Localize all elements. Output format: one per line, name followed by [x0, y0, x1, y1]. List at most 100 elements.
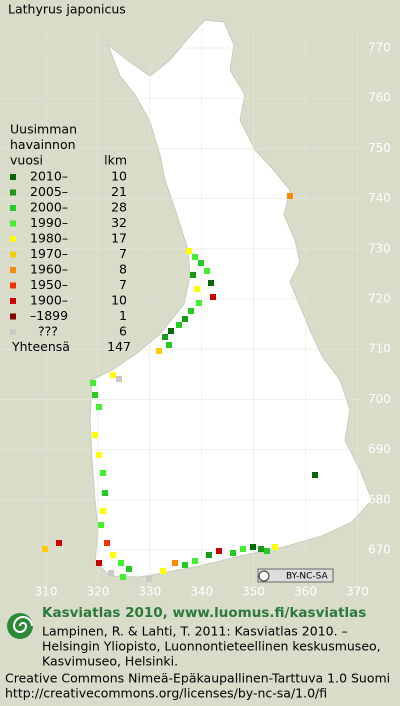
- legend-heading: Uusimman: [10, 122, 77, 137]
- y-tick-label: 770: [368, 41, 391, 55]
- observation: [230, 550, 236, 556]
- license: http://creativecommons.org/licenses/by-n…: [5, 686, 327, 701]
- legend-count: 6: [119, 324, 127, 339]
- observation: [258, 546, 264, 552]
- legend-swatch: [10, 282, 16, 289]
- finland-outline: [89, 19, 373, 578]
- observation: [287, 193, 293, 199]
- legend-swatch: [10, 236, 16, 242]
- observation: [250, 544, 256, 550]
- legend-heading: vuosi: [10, 153, 43, 168]
- legend-label: 1900–: [30, 293, 68, 308]
- y-tick-label: 670: [368, 543, 391, 557]
- observation: [118, 560, 124, 566]
- license: Creative Commons Nimeä-Epäkaupallinen-Ta…: [5, 671, 390, 686]
- legend-count: 17: [111, 231, 127, 246]
- legend-swatch: [10, 267, 16, 273]
- x-tick-label: 310: [35, 585, 58, 599]
- y-tick-label: 700: [368, 392, 391, 406]
- observation: [182, 316, 188, 322]
- observation: [162, 334, 168, 340]
- license-badge-text: BY-NC-SA: [286, 572, 329, 582]
- total-label: Yhteensä: [11, 339, 70, 354]
- legend-swatch: [10, 220, 16, 227]
- x-tick-label: 330: [138, 585, 161, 599]
- legend-swatch: [10, 329, 16, 335]
- legend-label: 1990–: [30, 215, 68, 230]
- observation: [92, 432, 98, 438]
- observation: [160, 568, 166, 574]
- legend-count: 21: [111, 184, 127, 199]
- legend-count: 32: [111, 215, 127, 230]
- title: Lathyrus japonicus: [8, 2, 126, 17]
- y-tick-label: 720: [368, 292, 391, 306]
- y-tick-label: 760: [368, 91, 391, 105]
- observation: [240, 546, 246, 552]
- x-tick-label: 360: [294, 585, 317, 599]
- observation: [96, 404, 102, 410]
- observation: [92, 392, 98, 398]
- observation: [146, 576, 152, 582]
- observation: [90, 380, 96, 386]
- observation: [182, 562, 188, 568]
- legend-label: ???: [38, 324, 58, 339]
- legend-label: 1960–: [30, 262, 68, 277]
- y-tick-label: 680: [368, 492, 391, 506]
- observation: [96, 452, 102, 458]
- citation: Helsingin Yliopisto, Luonnontieteellinen…: [42, 639, 381, 654]
- legend-heading: havainnon: [10, 137, 76, 152]
- observation: [102, 490, 108, 496]
- observation: [168, 328, 174, 334]
- legend-label: 2005–: [30, 184, 68, 199]
- observation: [126, 566, 132, 572]
- x-tick-label: 320: [86, 585, 109, 599]
- legend-label: 1950–: [30, 277, 68, 292]
- license-badge: [257, 568, 334, 583]
- legend-swatch: [10, 251, 16, 258]
- observation: [196, 300, 202, 306]
- legend-label: –1899: [30, 308, 68, 323]
- observation: [216, 548, 222, 554]
- observation: [204, 268, 210, 274]
- y-tick-label: 750: [368, 141, 391, 155]
- legend-label: 1980–: [30, 231, 68, 246]
- legend-count: 10: [111, 293, 127, 308]
- observation: [188, 308, 194, 314]
- legend-swatch: [10, 313, 16, 320]
- observation: [194, 286, 200, 292]
- site: Kasviatlas 2010, www.luomus.fi/kasviatla…: [42, 605, 366, 621]
- observation: [264, 548, 270, 554]
- logo: [7, 613, 33, 639]
- observation: [108, 570, 114, 576]
- observation: [192, 558, 198, 564]
- observation: [208, 280, 214, 286]
- observation: [186, 248, 192, 254]
- observation: [312, 472, 318, 478]
- observation: [198, 260, 204, 266]
- citation: Lampinen, R. & Lahti, T. 2011: Kasviatla…: [42, 624, 348, 639]
- y-tick-label: 710: [368, 342, 391, 356]
- legend-label: 1970–: [30, 246, 68, 261]
- citation: Kasvimuseo, Helsinki.: [42, 654, 178, 669]
- cc-icon: [258, 570, 270, 582]
- observation: [172, 560, 178, 566]
- legend-label: 2000–: [30, 200, 68, 215]
- y-tick-label: 690: [368, 442, 391, 456]
- observation: [176, 322, 182, 328]
- observation: [56, 540, 62, 546]
- legend-swatch: [10, 174, 16, 180]
- observation: [104, 540, 110, 546]
- observation: [96, 560, 102, 566]
- legend-swatch: [10, 189, 16, 196]
- observation: [100, 508, 106, 514]
- observation: [156, 348, 162, 354]
- x-tick-label: 340: [190, 585, 213, 599]
- x-tick-label: 370: [346, 585, 369, 599]
- legend-swatch: [10, 298, 16, 304]
- legend-count: 1: [119, 308, 127, 323]
- observation: [98, 522, 104, 528]
- observation: [42, 546, 48, 552]
- total-count: 147: [107, 339, 131, 354]
- legend-swatch: [10, 205, 16, 211]
